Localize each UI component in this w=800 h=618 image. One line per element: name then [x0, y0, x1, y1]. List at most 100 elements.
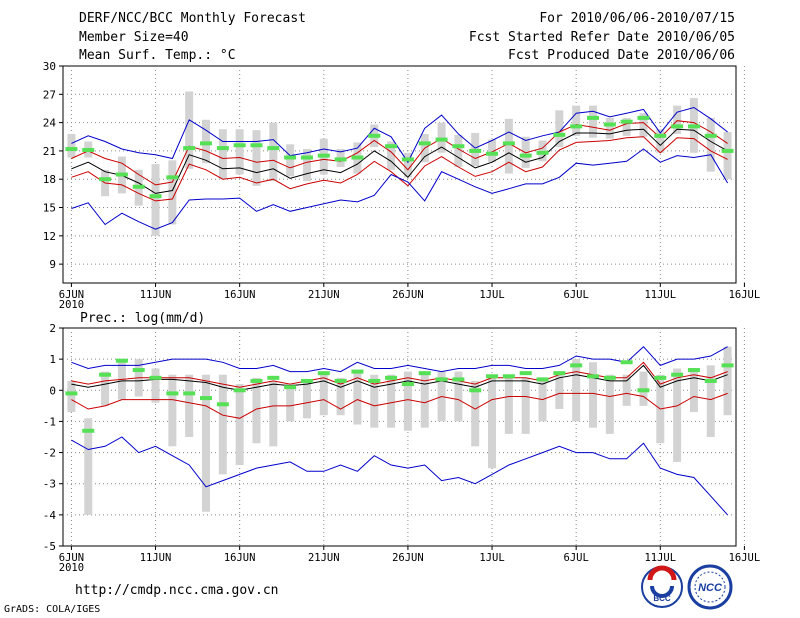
panel2-median-mark — [115, 358, 128, 363]
panel2-year-label: 2010 — [59, 562, 84, 574]
panel2-max-line — [71, 345, 728, 373]
panel2-median-mark — [486, 374, 499, 379]
panel2-ensemble-box — [84, 418, 93, 515]
panel1-ensemble-box — [252, 130, 261, 186]
panel1-ensemble-box — [504, 118, 513, 174]
panel2-median-mark — [418, 371, 431, 376]
panel2-median-mark — [65, 391, 78, 396]
panel2-ensemble-box — [387, 374, 396, 428]
panel1-ensemble-box — [302, 149, 311, 182]
panel1-xtick-label: 11JUN — [140, 289, 172, 301]
panel1-median-mark — [637, 115, 650, 120]
panel1-median-mark — [82, 147, 95, 152]
panel1-median-mark — [671, 124, 684, 129]
panel1-median-mark — [418, 141, 431, 146]
panel1-median-mark — [149, 194, 162, 199]
panel1-xtick-label: 6JUL — [564, 289, 589, 301]
panel2-ensemble-box — [353, 371, 362, 425]
panel2-xtick-label: 21JUN — [308, 552, 340, 564]
panel2-ensemble-box — [521, 377, 530, 434]
panel1-xtick-label: 21JUN — [308, 289, 340, 301]
panel2-ytick-label: -3 — [43, 478, 56, 491]
panel2-ytick-label: -4 — [43, 509, 57, 522]
panel2-mean-line — [71, 364, 728, 391]
panel1-ensemble-box — [488, 139, 497, 163]
panel1-median-mark — [553, 132, 566, 137]
panel1-min-line — [71, 148, 729, 230]
panel2-median-mark — [250, 378, 263, 383]
panel2-xtick-label: 16JUL — [729, 552, 761, 564]
panel1-ensemble-box — [151, 164, 160, 236]
panel2-median-mark — [166, 391, 179, 396]
panel1-ensemble-box — [454, 134, 463, 167]
panel2-ensemble-box — [286, 384, 295, 422]
panel2-ensemble-box — [269, 380, 278, 447]
panel2-ensemble-box — [588, 362, 597, 428]
panel2-ensemble-box — [488, 374, 497, 469]
panel1-ensemble-box — [673, 105, 682, 134]
panel1-xtick-label: 16JUN — [224, 289, 256, 301]
panel2-median-mark — [149, 375, 162, 380]
panel1-median-mark — [368, 133, 381, 138]
panel1-xtick-label: 11JUL — [644, 289, 676, 301]
panel2-ytick-label: 1 — [49, 353, 56, 366]
panel2-median-mark — [267, 375, 280, 380]
panel1-median-mark — [334, 157, 347, 162]
panel2-median-mark — [654, 375, 667, 380]
panel2-median-mark — [300, 378, 313, 383]
panel1-ytick-label: 18 — [43, 173, 56, 186]
panel2-ensemble-box — [605, 374, 614, 434]
panel1-ensemble-box — [605, 117, 614, 139]
panel1-ensemble-box — [572, 105, 581, 136]
panel1-ytick-label: 24 — [43, 117, 57, 130]
panel2-ensemble-box — [504, 374, 513, 434]
panel2-ensemble-box — [622, 374, 631, 406]
panel1-ensemble-box — [639, 113, 648, 137]
panel1-frame — [62, 65, 737, 284]
panel2-median-mark — [435, 377, 448, 382]
panel1-ensemble-box — [622, 117, 631, 136]
panel1-ensemble-box — [723, 132, 732, 180]
panel1-median-mark — [300, 155, 313, 160]
panel1-median-mark — [570, 124, 583, 129]
panel2-ensemble-box — [689, 371, 698, 413]
panel1-median-mark — [502, 141, 515, 146]
footer-url[interactable]: http://cmdp.ncc.cma.gov.cn — [75, 583, 279, 598]
panel2-median-mark — [284, 385, 297, 390]
panel2-median-mark — [183, 391, 196, 396]
panel2-median-mark — [704, 378, 717, 383]
panel2-xtick-label: 11JUN — [140, 552, 172, 564]
panel2-ensemble-box — [319, 371, 328, 416]
panel2-xtick-label: 11JUL — [644, 552, 676, 564]
panel2-ensemble-box — [723, 346, 732, 416]
panel2-ensemble-box — [151, 368, 160, 403]
panel1-ytick-label: 9 — [49, 258, 56, 271]
panel2-ensemble-box — [67, 380, 76, 413]
panel2-median-mark — [132, 368, 145, 373]
panel1-median-mark — [704, 133, 717, 138]
panel1-median-mark — [620, 119, 633, 124]
panel2-ensemble-box — [168, 374, 177, 447]
panel1-median-mark — [351, 155, 364, 160]
panel1-ytick-label: 27 — [43, 88, 56, 101]
forecast-period: For 2010/06/06-2010/07/15 — [539, 11, 735, 26]
panel2-ytick-label: 0 — [49, 384, 56, 397]
panel2-median-mark — [570, 363, 583, 368]
panel2-title: Prec.: log(mm/d) — [80, 311, 205, 326]
panel1-spread_upper-line — [71, 120, 728, 186]
panel2-median-mark — [536, 377, 549, 382]
panel2-median-mark — [603, 375, 616, 380]
panel1-median-mark — [65, 147, 78, 152]
panel2-xtick-label: 16JUN — [224, 552, 256, 564]
panel1-max-line — [71, 106, 728, 164]
panel1-ensemble-box — [555, 110, 564, 148]
panel2-spread_lower-line — [71, 392, 728, 419]
panel2-median-mark — [99, 372, 112, 377]
panel2-median-mark — [368, 378, 381, 383]
panel2-ensemble-box — [706, 365, 715, 437]
panel1-xtick-label: 1JUL — [479, 289, 504, 301]
panel1-median-mark — [519, 153, 532, 158]
panel2-median-mark — [401, 382, 414, 387]
panel1-year-label: 2010 — [59, 299, 84, 311]
panel1-ensemble-box — [403, 152, 412, 178]
